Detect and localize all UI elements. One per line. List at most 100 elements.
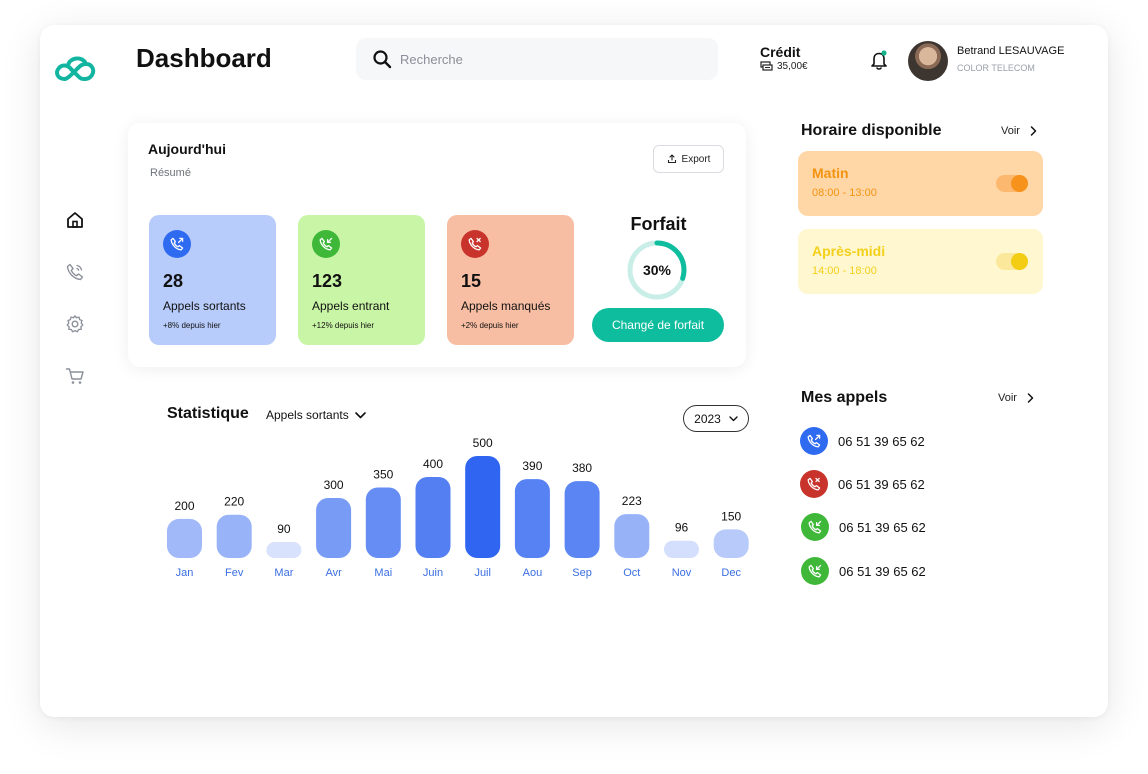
x-tick-label: Juil [474,567,491,579]
year-value: 2023 [694,411,721,426]
bar-value-label: 400 [423,457,443,471]
slot-toggle[interactable] [996,253,1028,270]
stat-label: Appels manqués [461,299,551,313]
chevron-down-icon [729,415,738,421]
chevron-right-icon [1030,126,1037,136]
change-forfait-button[interactable]: Changé de forfait [592,308,724,342]
bell-icon[interactable] [869,49,889,71]
credit-balance: 35,00€ [760,61,808,72]
statistics-filter-dropdown[interactable]: Appels sortants [266,408,366,422]
forfait-percent: 30% [642,262,672,278]
call-item[interactable]: 06 51 39 65 62 [801,513,926,541]
search-input[interactable] [400,38,700,80]
cart-icon[interactable] [65,366,85,386]
x-tick-label: Dec [721,567,741,579]
bar-dec [713,529,749,558]
x-tick-label: Mar [274,567,293,579]
bar-value-label: 390 [522,459,542,473]
page-title: Dashboard [136,43,272,73]
bar-value-label: 350 [373,467,393,481]
bar-juin [415,476,451,558]
export-button[interactable]: Export [653,145,724,173]
bar-value-label: 96 [675,521,689,535]
bar-nov [664,540,699,558]
slot-toggle[interactable] [996,175,1028,192]
call-item[interactable]: 06 51 39 65 62 [800,427,925,455]
gear-icon[interactable] [65,314,85,334]
forfait-title: Forfait [630,214,687,234]
slot-matin[interactable]: Matin 08:00 - 13:00 [798,151,1043,216]
chevron-down-icon [354,411,366,418]
user-company: COLOR TELECOM [957,63,1035,73]
call-item[interactable]: 06 51 39 65 62 [801,557,926,585]
bar-value-label: 500 [473,436,493,450]
search-icon [373,50,392,69]
stat-change: +12% depuis hier [312,321,375,330]
x-tick-label: Jan [176,567,194,579]
incoming-call-icon [801,513,829,541]
x-tick-label: Aou [523,567,543,579]
slot-time: 08:00 - 13:00 [812,187,877,199]
call-number: 06 51 39 65 62 [839,563,926,579]
dashboard-window: Dashboard Crédit 35,00€ Betrand LESAUVAG… [40,25,1108,717]
year-select[interactable]: 2023 [683,405,749,432]
today-subtitle: Résumé [150,167,191,179]
forfait-progress-ring [627,240,687,300]
schedule-voir-link[interactable]: Voir [1001,125,1037,137]
calls-voir-link[interactable]: Voir [998,392,1034,404]
x-tick-label: Sep [572,567,592,579]
home-icon[interactable] [65,210,85,230]
call-number: 06 51 39 65 62 [838,433,925,449]
chevron-right-icon [1027,393,1034,403]
stat-label: Appels entrant [312,299,390,313]
call-item[interactable]: 06 51 39 65 62 [800,470,925,498]
slot-name: Matin [812,165,849,181]
x-tick-label: Mai [374,567,392,579]
outgoing-call-icon [163,230,191,258]
today-title: Aujourd'hui [148,141,226,157]
slot-apres-midi[interactable]: Après-midi 14:00 - 18:00 [798,229,1043,294]
x-tick-label: Juin [423,567,443,579]
stat-value: 15 [461,271,482,291]
monthly-calls-bar-chart: 200 Jan 220 Fev 90 Mar 300 Avr 350 Mai 400 Juin 500 J… [167,436,749,579]
bar-value-label: 90 [277,522,291,536]
outgoing-call-icon [800,427,828,455]
stat-label: Appels sortants [163,299,246,313]
bar-avr [316,497,352,558]
credit-value: 35,00€ [777,61,808,72]
bar-juil [465,456,501,558]
x-tick-label: Fev [225,567,244,579]
cloud-logo-icon [55,56,96,82]
avatar[interactable] [908,41,948,81]
bar-value-label: 300 [324,478,344,492]
schedule-title: Horaire disponible [801,122,942,139]
today-summary-card: Aujourd'hui Résumé Export 28 Appels sort… [128,123,746,367]
voir-label: Voir [998,392,1017,404]
bar-mar [266,542,302,558]
bar-sep [564,481,600,558]
bar-value-label: 220 [224,495,244,509]
money-icon [760,61,773,71]
bar-oct [614,514,650,558]
slot-name: Après-midi [812,243,886,259]
export-label: Export [681,153,711,165]
user-name: Betrand LESAUVAGE [957,45,1065,57]
bar-aou [514,479,550,558]
x-tick-label: Nov [672,567,692,579]
phone-icon[interactable] [65,262,85,282]
missed-call-icon [461,230,489,258]
stat-card-outgoing: 28 Appels sortants +8% depuis hier [149,215,276,345]
bar-value-label: 200 [174,499,194,513]
search-bar[interactable] [356,38,718,80]
statistics-title: Statistique [167,405,249,422]
calls-title: Mes appels [801,389,888,406]
x-tick-label: Avr [325,567,342,579]
voir-label: Voir [1001,125,1020,137]
stat-value: 28 [163,271,184,291]
incoming-call-icon [801,557,829,585]
bar-fev [216,514,252,558]
upload-icon [667,154,676,164]
missed-call-icon [800,470,828,498]
bar-value-label: 150 [721,509,741,523]
x-tick-label: Oct [623,567,640,579]
